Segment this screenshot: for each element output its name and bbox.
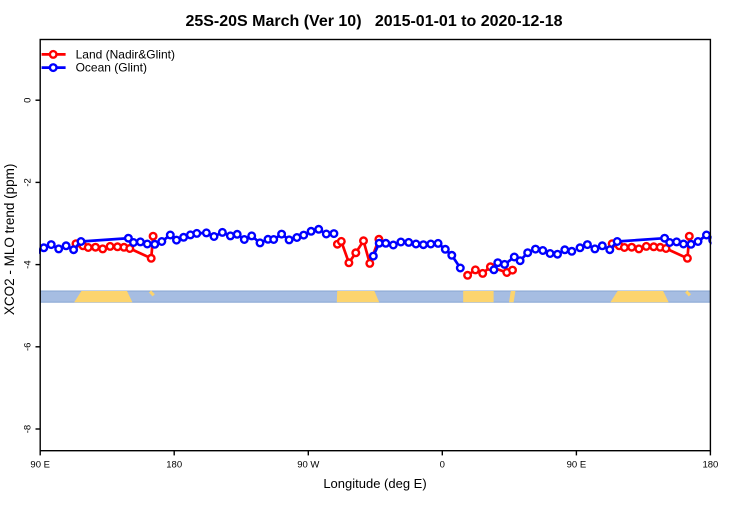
svg-text:90 E: 90 E xyxy=(30,459,50,470)
svg-text:Ocean (Glint): Ocean (Glint) xyxy=(76,61,147,75)
svg-text:-6: -6 xyxy=(22,343,33,351)
svg-text:0: 0 xyxy=(440,459,445,470)
svg-text:180: 180 xyxy=(166,459,182,470)
svg-text:180: 180 xyxy=(702,459,718,470)
svg-text:25S-20S March (Ver 10) 2015-: 25S-20S March (Ver 10) 2015-01-01 to 202… xyxy=(185,13,562,30)
svg-text:-4: -4 xyxy=(22,260,33,268)
svg-text:-8: -8 xyxy=(22,425,33,433)
svg-text:0: 0 xyxy=(22,98,33,103)
svg-text:90 W: 90 W xyxy=(297,459,319,470)
svg-text:Land (Nadir&Glint): Land (Nadir&Glint) xyxy=(76,47,175,61)
svg-text:-2: -2 xyxy=(22,178,33,186)
svg-text:XCO2 - MLO trend (ppm): XCO2 - MLO trend (ppm) xyxy=(2,164,17,316)
svg-text:Longitude (deg E): Longitude (deg E) xyxy=(323,476,426,491)
svg-text:90 E: 90 E xyxy=(567,459,587,470)
